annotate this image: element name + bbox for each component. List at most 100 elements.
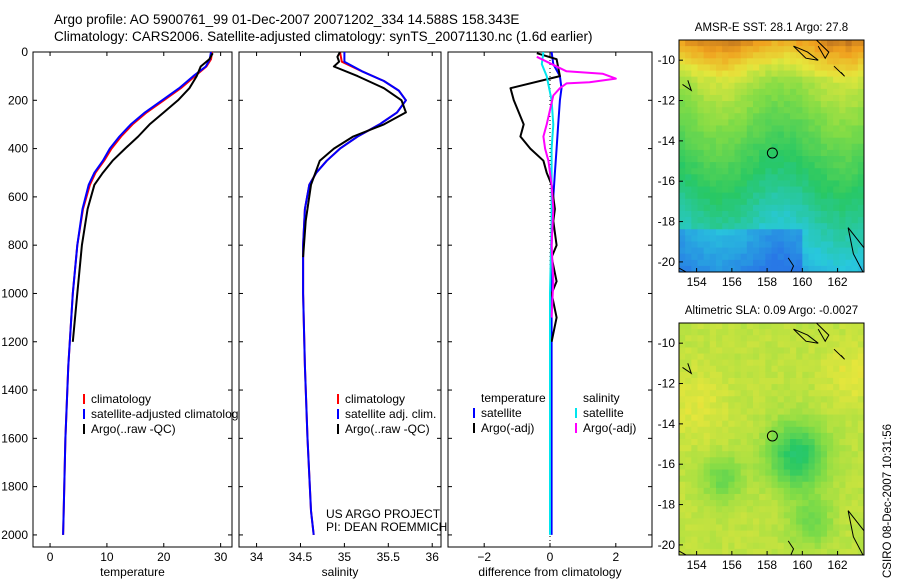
map-cell bbox=[691, 149, 699, 157]
map-cell bbox=[814, 204, 822, 212]
map-cell bbox=[722, 137, 729, 145]
map-cell bbox=[820, 143, 828, 151]
map-cell bbox=[790, 335, 797, 342]
map-cell bbox=[814, 46, 822, 53]
map-cell bbox=[790, 52, 797, 59]
map-cell bbox=[753, 323, 760, 330]
map-cell bbox=[857, 88, 864, 96]
map-cell bbox=[814, 371, 822, 379]
map-cell bbox=[740, 359, 748, 367]
map-cell bbox=[845, 377, 853, 385]
map-cell bbox=[771, 451, 779, 458]
map-cell bbox=[728, 359, 736, 367]
map-cell bbox=[839, 223, 847, 230]
map-cell bbox=[796, 64, 803, 72]
map-cell bbox=[691, 76, 699, 84]
map-cell bbox=[857, 149, 864, 157]
map-cell bbox=[740, 390, 748, 397]
map-cell bbox=[734, 536, 742, 544]
map-cell bbox=[851, 58, 859, 66]
map-cell bbox=[771, 512, 779, 519]
map-cell bbox=[722, 247, 729, 255]
map-cell bbox=[759, 536, 766, 544]
map-cell bbox=[802, 335, 810, 342]
map-cell bbox=[734, 186, 742, 194]
map-cell bbox=[833, 420, 840, 428]
map-cell bbox=[679, 229, 686, 236]
map-cell bbox=[814, 235, 822, 243]
map-cell bbox=[740, 198, 748, 206]
map-cell bbox=[734, 353, 742, 361]
map-cell bbox=[783, 46, 791, 53]
map-cell bbox=[703, 229, 711, 236]
map-cell bbox=[759, 463, 766, 471]
map-cell bbox=[833, 107, 840, 114]
map-cell bbox=[851, 475, 859, 483]
map-cell bbox=[802, 40, 810, 47]
map-cell bbox=[691, 439, 699, 446]
map-cell bbox=[765, 223, 773, 230]
map-cell bbox=[777, 506, 785, 513]
map-cell bbox=[851, 265, 859, 272]
map-cell bbox=[783, 235, 791, 243]
map-cell bbox=[833, 384, 840, 391]
map-cell bbox=[790, 487, 797, 495]
map-cell bbox=[802, 174, 810, 182]
map-cell bbox=[814, 487, 822, 495]
map-cell bbox=[771, 414, 779, 422]
map-cell bbox=[753, 113, 760, 120]
map-cell bbox=[734, 253, 742, 261]
map-cell bbox=[765, 481, 773, 489]
map-cell bbox=[716, 101, 723, 108]
map-cell bbox=[759, 186, 766, 194]
map-cell bbox=[808, 457, 816, 465]
map-cell bbox=[746, 143, 754, 151]
map-cell bbox=[740, 64, 748, 72]
map-cell bbox=[771, 341, 779, 349]
map-cell bbox=[796, 530, 803, 538]
map-cell bbox=[709, 70, 717, 78]
map-cell bbox=[827, 432, 834, 440]
map-cell bbox=[716, 396, 723, 403]
map-cell bbox=[685, 457, 692, 465]
map-cell bbox=[722, 52, 729, 59]
map-cell bbox=[709, 475, 717, 483]
map-cell bbox=[765, 204, 773, 212]
map-cell bbox=[783, 40, 791, 47]
y-tick-label: -10 bbox=[658, 336, 676, 350]
map-cell bbox=[777, 223, 785, 230]
map-cell bbox=[808, 174, 816, 182]
map-cell bbox=[722, 500, 729, 507]
map-cell bbox=[709, 347, 717, 355]
map-cell bbox=[703, 445, 711, 452]
map-cell bbox=[820, 487, 828, 495]
map-cell bbox=[697, 512, 705, 519]
map-cell bbox=[703, 384, 711, 391]
map-cell bbox=[746, 481, 754, 489]
map-cell bbox=[685, 420, 692, 428]
map-cell bbox=[845, 335, 853, 342]
map-cell bbox=[746, 235, 754, 243]
map-cell bbox=[808, 347, 816, 355]
map-cell bbox=[845, 88, 853, 96]
map-cell bbox=[820, 180, 828, 188]
map-cell bbox=[845, 414, 853, 422]
map-cell bbox=[740, 88, 748, 96]
map-cell bbox=[783, 518, 791, 526]
map-cell bbox=[814, 125, 822, 133]
map-cell bbox=[839, 335, 847, 342]
map-cell bbox=[783, 217, 791, 224]
map-cell bbox=[753, 390, 760, 397]
map-cell bbox=[802, 506, 810, 513]
map-cell bbox=[783, 125, 791, 133]
map-cell bbox=[734, 143, 742, 151]
map-cell bbox=[808, 487, 816, 495]
map-cell bbox=[833, 259, 840, 267]
map-cell bbox=[709, 125, 717, 133]
y-tick-label: -20 bbox=[658, 255, 676, 269]
map-cell bbox=[808, 463, 816, 471]
map-cell bbox=[734, 451, 742, 458]
map-cell bbox=[820, 198, 828, 206]
map-cell bbox=[746, 530, 754, 538]
